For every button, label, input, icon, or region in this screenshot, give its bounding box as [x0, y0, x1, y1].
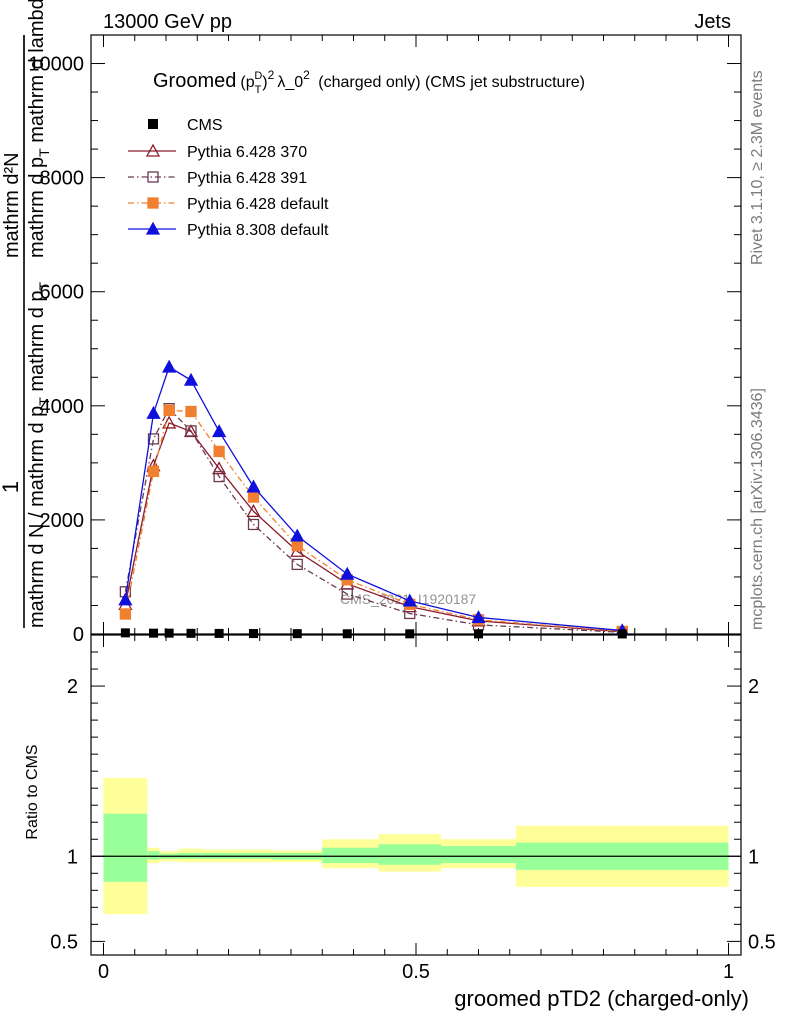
x-tick-label: 1: [723, 961, 734, 983]
mcplots-label: mcplots.cern.ch [arXiv:1306.3436]: [749, 388, 766, 630]
legend-marker: [147, 171, 159, 183]
legend: CMS Pythia 6.428 370 Pythia 6.428 391 Pythi…: [128, 117, 329, 239]
data-point: [247, 491, 260, 503]
cms-data-point: [292, 629, 302, 639]
data-point: [471, 610, 486, 624]
rivet-label: Rivet 3.1.10, ≥ 2.3M events: [749, 70, 766, 265]
chart-title: Groomed (pTD)2 λ_02 (charged only) (CMS je…: [153, 68, 585, 96]
cms-data-point: [405, 629, 415, 639]
data-point: [290, 528, 305, 542]
data-point: [183, 372, 199, 386]
data-point: [147, 433, 160, 445]
data-point: [162, 359, 177, 373]
data-point: [118, 592, 133, 606]
data-point: [247, 518, 260, 531]
data-point: [119, 608, 132, 620]
data-point: [185, 425, 197, 437]
cms-data-point: [164, 628, 174, 638]
data-point: [185, 405, 197, 418]
ratio-band-inner: [103, 813, 148, 882]
ratio-y-tick-label-right: 2: [748, 676, 759, 698]
legend-marker: [145, 221, 161, 235]
legend-marker: [145, 143, 161, 157]
y-tick-label: 4000: [40, 396, 85, 418]
ratio-band-inner: [147, 851, 160, 860]
cms-data-point: [149, 628, 158, 638]
cms-data-point: [617, 629, 627, 639]
data-point: [162, 415, 177, 429]
cms-data-point: [186, 628, 196, 638]
x-tick-label: 0.5: [402, 961, 430, 983]
legend-marker: [147, 197, 159, 209]
ratio-band-inner: [322, 847, 379, 864]
ratio-band-inner: [378, 844, 441, 865]
y-axis-label-ratio: Ratio to CMS: [24, 744, 41, 839]
data-point: [147, 465, 160, 478]
x-tick-label: 0: [98, 961, 109, 983]
data-point: [163, 404, 175, 417]
series-layer: [118, 359, 629, 634]
x-axis-label: groomed pTD2 (charged-only): [454, 986, 749, 1011]
ylabel-denominator-top: mathrm d pT mathrm d lambda: [26, 0, 52, 258]
ratio-bands: [103, 777, 729, 915]
series-line: [124, 422, 623, 633]
cms-data-point: [214, 628, 224, 638]
cms-data: [120, 628, 627, 639]
cms-data-point: [342, 629, 352, 639]
y-tick-label: 2000: [40, 510, 85, 532]
y-axis-label-main: 1 mathrm d N / mathrm d pT mathrm d pT m…: [0, 0, 52, 628]
series-line: [124, 407, 623, 633]
cms-data-point: [474, 629, 483, 639]
ratio-band-inner: [441, 846, 516, 864]
data-point: [146, 405, 161, 419]
header-left: 13000 GeV pp: [103, 11, 232, 33]
data-point: [213, 445, 225, 458]
ratio-y-tick-label: 2: [67, 676, 78, 698]
legend-label-cms: CMS: [187, 117, 223, 134]
legend-label: Pythia 6.428 default: [187, 196, 329, 213]
ratio-plot-frame: [90, 634, 742, 956]
legend-label: Pythia 8.308 default: [187, 222, 329, 239]
y-tick-label: 8000: [40, 168, 85, 190]
ratio-y-tick-label-right: 1: [748, 846, 759, 868]
data-point: [341, 588, 353, 600]
cms-data-point: [249, 629, 258, 639]
ylabel-one: 1: [0, 481, 23, 493]
data-point: [212, 461, 227, 475]
y-tick-label: 6000: [40, 282, 85, 304]
y-tick-label: 10000: [28, 54, 84, 76]
data-point: [246, 503, 261, 517]
data-point: [291, 539, 303, 552]
header-right: Jets: [694, 11, 731, 33]
ylabel-denominator-bottom: mathrm d N / mathrm d pT mathrm d pT: [26, 281, 52, 628]
legend-label: Pythia 6.428 370: [187, 144, 307, 161]
data-point: [402, 593, 417, 607]
cms-data-point: [120, 628, 130, 638]
data-point: [212, 424, 227, 438]
data-point: [291, 558, 303, 571]
data-point: [213, 470, 225, 483]
ratio-y-tick-label-right: 0.5: [748, 931, 776, 953]
data-point: [246, 479, 261, 493]
legend-label: Pythia 6.428 391: [187, 170, 307, 187]
legend-marker-cms: [148, 119, 158, 129]
ratio-y-tick-label: 0.5: [50, 931, 78, 953]
ratio-y-tick-label: 1: [67, 846, 78, 868]
y-tick-label: 0: [73, 624, 84, 646]
ylabel-numerator: mathrm d²N: [1, 152, 23, 258]
data-point: [340, 566, 355, 580]
